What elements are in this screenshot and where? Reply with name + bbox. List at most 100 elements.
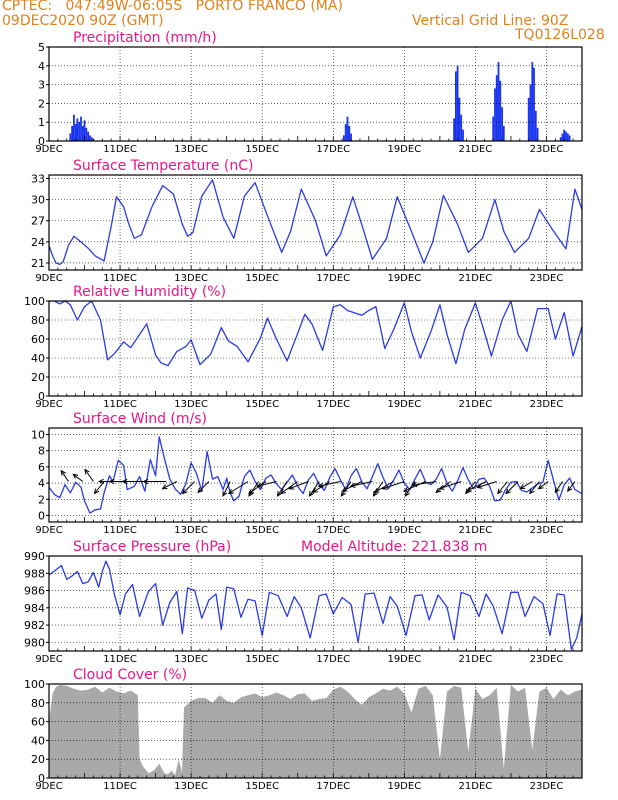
precip-ytick-label: 4: [38, 60, 45, 73]
wind-arrow-head: [341, 486, 348, 492]
wind-arrow-head: [566, 486, 573, 493]
precip-bar: [348, 126, 351, 141]
precip-ytick-label: 5: [38, 41, 45, 54]
precip-bar: [346, 116, 349, 141]
wind-arrow: [60, 470, 69, 482]
pressure-panel: [46, 555, 583, 652]
wind-arrow-head: [197, 487, 203, 494]
wind-arrow: [228, 481, 249, 494]
cloud-ytick-label: 60: [31, 716, 45, 729]
wind-arrow-head: [308, 490, 315, 497]
precip-bar: [460, 114, 463, 141]
precip-bar: [74, 124, 77, 141]
header-grid-note: Vertical Grid Line: 90Z: [412, 13, 569, 29]
cloud-xtick-label: 23DEC: [530, 781, 564, 792]
cloud-xtick-label: 21DEC: [459, 781, 493, 792]
wind-ytick-label: 8: [38, 445, 45, 458]
rh-ytick-label: 0: [38, 390, 45, 403]
wind-arrow: [554, 481, 563, 493]
pressure-ytick-label: 988: [24, 567, 45, 580]
temp-ytick-label: 24: [31, 236, 45, 249]
wind-arrow-head: [403, 486, 410, 492]
pressure-annotation: Model Altitude: 221.838 m: [301, 539, 487, 555]
precip-bar: [568, 135, 571, 141]
wind-arrow-head: [519, 484, 526, 490]
wind-line: [49, 436, 582, 514]
wind-arrow-head: [529, 488, 535, 495]
wind-xtick-label: 21DEC: [459, 525, 493, 536]
wind-xtick-label: 23DEC: [530, 525, 564, 536]
rh-xtick-label: 21DEC: [459, 399, 493, 410]
header-station-line: CPTEC: 047:49W-06:05S PORTO FRANCO (MA): [2, 0, 343, 14]
wind-arrow: [505, 481, 519, 494]
wind-arrow: [257, 481, 277, 487]
wind-arrow-head: [181, 488, 188, 495]
wind-arrow-head: [121, 478, 128, 485]
wind-arrow-head: [340, 490, 346, 497]
precip-bar: [566, 133, 569, 141]
wind-frame: [48, 427, 583, 523]
pressure-line: [49, 560, 582, 650]
precip-bar: [527, 97, 530, 141]
wind-arrow-head: [476, 483, 483, 489]
rh-line: [49, 301, 582, 367]
precip-ytick-label: 2: [38, 97, 45, 110]
precip-bar: [350, 133, 352, 141]
cloud-ytick-label: 100: [24, 678, 45, 691]
pressure-ytick-label: 986: [24, 585, 45, 598]
wind-arrow-head: [404, 490, 410, 497]
precip-bar: [78, 122, 81, 141]
pressure-xtick-label: 17DEC: [316, 654, 350, 665]
precip-xtick-label: 21DEC: [459, 144, 493, 155]
pressure-xtick-label: 11DEC: [103, 654, 137, 665]
wind-ytick-label: 4: [38, 477, 45, 490]
temp-xtick-label: 13DEC: [174, 273, 208, 284]
pressure-ytick-label: 990: [24, 550, 45, 563]
pressure-xtick-label: 19DEC: [387, 654, 421, 665]
wind-arrow: [520, 481, 533, 490]
precip-bar: [495, 75, 498, 141]
wind-arrow: [567, 481, 576, 492]
precip-bar: [344, 124, 347, 141]
precip-xtick-label: 13DEC: [174, 144, 208, 155]
wind-arrow-head: [142, 478, 149, 485]
wind-arrow: [162, 481, 178, 490]
wind-arrow-head: [435, 487, 442, 493]
precip-bar: [462, 129, 464, 141]
precip-bar: [453, 118, 455, 141]
pressure-xtick-label: 21DEC: [459, 654, 493, 665]
cloud-ytick-label: 0: [38, 772, 45, 785]
rh-ytick-label: 40: [31, 352, 45, 365]
temp-xtick-label: 21DEC: [459, 273, 493, 284]
cloud-ytick-label: 40: [31, 734, 45, 747]
cloud-ytick-label: 80: [31, 697, 45, 710]
wind-arrow-head: [72, 473, 79, 479]
wind-xtick-label: 13DEC: [174, 525, 208, 536]
wind-arrow-head: [108, 478, 115, 485]
wind-arrow: [84, 469, 94, 482]
precip-xtick-label: 11DEC: [103, 144, 137, 155]
rh-xtick-label: 15DEC: [245, 399, 279, 410]
wind-arrow-head: [256, 482, 263, 488]
rh-xtick-label: 11DEC: [103, 399, 137, 410]
wind-arrow: [222, 481, 231, 497]
header-model-code: TQ0126L028: [515, 27, 605, 43]
rh-xtick-label: 9DEC: [35, 399, 62, 410]
temp-line: [49, 179, 582, 266]
precip-bar: [76, 118, 79, 141]
pressure-title: Surface Pressure (hPa): [73, 539, 231, 555]
wind-arrow-head: [222, 490, 228, 497]
wind-arrow: [248, 481, 267, 494]
wind-arrow: [497, 481, 508, 494]
cloud-xtick-label: 13DEC: [174, 781, 208, 792]
wind-arrow-head: [349, 482, 356, 488]
wind-arrow: [372, 481, 384, 497]
temp-xtick-label: 9DEC: [35, 273, 62, 284]
header-run-time: 09DEC2020 90Z (GMT): [2, 13, 164, 29]
rh-ytick-label: 100: [24, 295, 45, 308]
precip-bar: [561, 133, 564, 141]
temp-ytick-label: 27: [31, 215, 45, 228]
temp-ytick-label: 30: [31, 194, 45, 207]
precip-bar: [497, 62, 500, 141]
